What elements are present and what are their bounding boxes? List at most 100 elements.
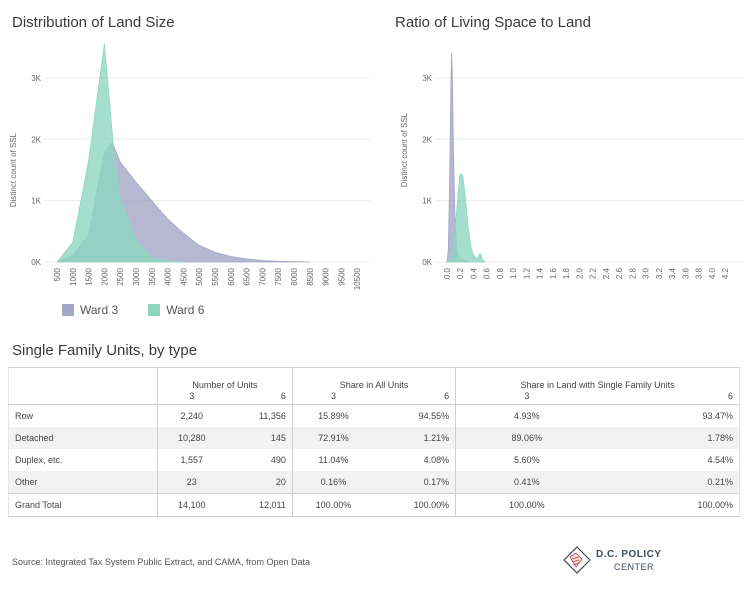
x-tick-label: 5000 [195,267,204,285]
table-cell: 23 [157,471,226,494]
x-tick-label: 8000 [290,267,299,285]
legend: Ward 3 Ward 6 [62,303,234,317]
y-tick-label: 0K [422,258,432,267]
x-tick-label: 4.2 [721,267,730,279]
legend-swatch [62,304,74,316]
x-tick-label: 4500 [179,267,188,285]
x-tick-label: 3.2 [655,267,664,279]
table-cell: 11,356 [225,404,293,427]
x-tick-label: 1500 [85,267,94,285]
x-tick-label: 5500 [211,267,220,285]
table-cell: 20 [225,471,293,494]
legend-label: Ward 6 [166,303,205,317]
y-tick-label: 3K [31,74,41,83]
area-series-ward-6 [56,43,184,263]
table-cell: 100.00% [455,493,598,517]
group-header: Number of Units [157,367,293,391]
row-label: Duplex, etc. [8,449,158,471]
x-tick-label: 500 [53,267,62,281]
table-cell: 12,011 [225,493,293,517]
y-tick-label: 2K [31,135,41,144]
living-space-ratio-chart: 0K 1K 2K 3K 0.0 0.2 0.4 0.6 0.8 1.0 1.2 1.4 1.6 1.8 2… [400,53,745,279]
x-tick-label: 7000 [258,267,267,285]
ward-subheader: 6 [374,391,457,405]
dc-policy-center-logo: D.C. POLICY CENTER [562,545,692,577]
row-label: Other [8,471,158,494]
table-cell: 2,240 [180,411,204,421]
ward-subheader: 3 [292,391,374,405]
x-tick-label: 3500 [148,267,157,285]
table-cell: 72.91% [292,427,374,449]
x-tick-label: 2000 [100,267,109,285]
y-tick-label: 1K [31,197,41,206]
chart-title-living-space-ratio: Ratio of Living Space to Land [395,14,591,31]
ward-subheader: 3 [455,391,598,405]
x-tick-label: 3000 [132,267,141,285]
table-cell: 1,557 [180,455,204,465]
x-tick-label: 2.0 [575,267,584,279]
table-row: Other 23 20 0.16% 0.17% 0.41% 0.21% [8,471,740,494]
table-cell: 93.47% [702,411,733,421]
single-family-units-table: Number of Units Share in All Units Share… [8,367,740,517]
legend-item-ward-6: Ward 6 [148,303,204,317]
y-tick-label: 0K [31,258,41,267]
x-tick-label: 8500 [306,267,315,285]
y-axis-label: Distinct count of SSL [400,112,409,187]
ward-subheader: 3 [157,391,226,405]
source-note: Source: Integrated Tax System Public Ext… [12,557,310,567]
x-tick-label: 1.2 [522,267,531,279]
table-cell: 0.21% [597,471,740,494]
x-tick-label: 0.0 [443,267,452,279]
x-tick-label: 6500 [243,267,252,285]
ward-subheader: 6 [225,391,293,405]
x-tick-label: 1.6 [549,267,558,279]
table-cell: 4.08% [374,449,457,471]
table-row: Detached 10,280 145 72.91% 1.21% 89.06% 1.78% [8,427,740,449]
x-tick-label: 1.8 [562,267,571,279]
x-tick-label: 9000 [322,267,331,285]
table-cell: 14,100 [157,493,226,517]
x-tick-label: 10500 [353,267,362,290]
row-label: Detached [8,427,158,449]
x-tick-label: 1.4 [536,267,545,279]
table-cell: 15.89% [318,411,349,421]
table-cell: 100.00% [597,493,740,517]
x-tick-label: 0.8 [496,267,505,279]
table-cell: 94.55% [374,404,457,427]
table-cell: 89.06% [455,427,598,449]
table-row: Grand Total 14,100 12,011 100.00% 100.00% 100… [8,493,740,517]
land-size-chart: 0K 1K 2K 3K 500 1000 1500 2000 2500 3000 3500 4000… [9,43,370,290]
x-tick-label: 3.0 [642,267,651,279]
legend-swatch [148,304,161,316]
table-cell: 11.04% [318,455,349,465]
x-tick-label: 3.4 [668,267,677,279]
table-title: Single Family Units, by type [12,342,198,359]
x-tick-label: 7500 [274,267,283,285]
x-tick-label: 1000 [69,267,78,285]
x-tick-label: 2.8 [628,267,637,279]
logo-line1: D.C. POLICY [596,549,662,560]
x-tick-label: 0.4 [469,267,478,279]
x-tick-label: 9500 [337,267,346,285]
table-cell: 0.16% [292,471,374,494]
dc-map-icon [563,546,591,574]
ward-subheader: 6 [597,391,740,405]
x-tick-label: 2.6 [615,267,624,279]
x-tick-label: 1.0 [509,267,518,279]
x-tick-label: 0.6 [483,267,492,279]
x-tick-label: 3.6 [681,267,690,279]
x-tick-label: 4.0 [708,267,717,279]
table-row: Row 2,240 11,356 15.89% 94.55% 4.93% 93.47% [8,404,740,427]
table-row: Duplex, etc. 1,557 490 11.04% 4.08% 5.60% 4.54… [8,449,740,471]
table-cell: 5.60% [514,455,540,465]
table-cell: 4.93% [514,411,540,421]
table-cell: 100.00% [292,493,374,517]
group-header: Share in All Units [292,367,457,391]
group-header: Share in Land with Single Family Units [520,380,675,390]
y-axis-label: Distinct count of SSL [9,132,18,207]
table-cell: 100.00% [374,493,457,517]
x-tick-label: 3.8 [695,267,704,279]
table-cell: 1.21% [374,427,457,449]
x-tick-label: 11500 [369,267,370,289]
y-tick-label: 1K [422,197,432,206]
